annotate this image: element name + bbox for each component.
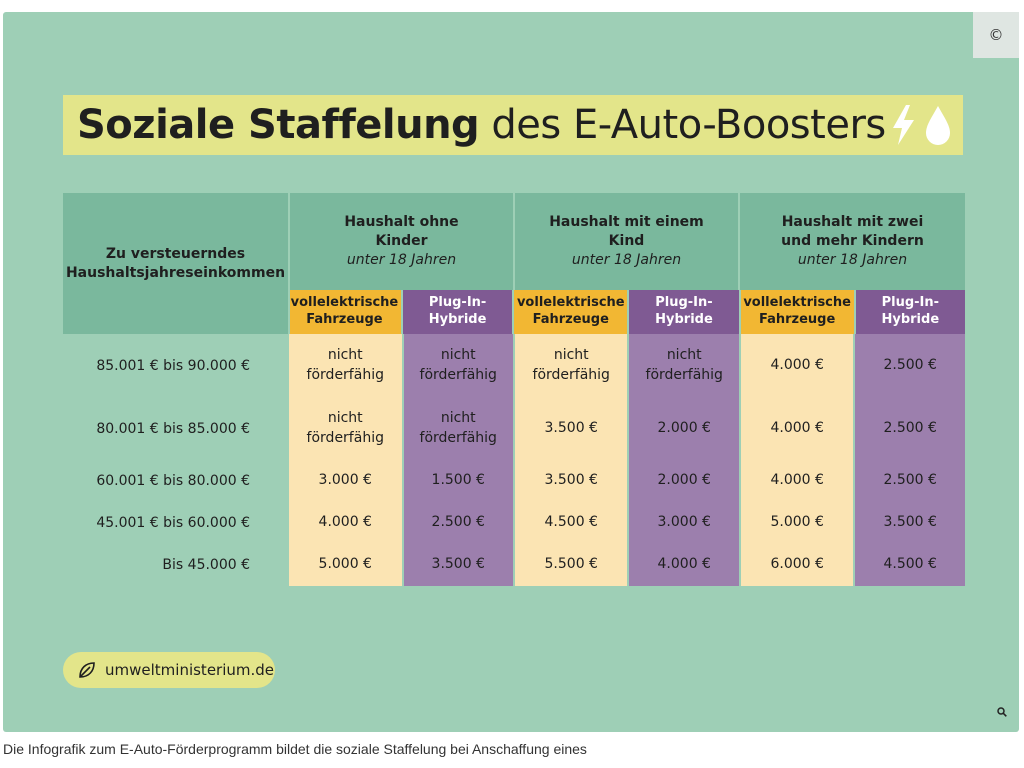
income-range: 85.001 € bis 90.000 € [96,357,251,374]
table-header-row: Zu versteuerndes Haushaltsjahreseinkomme… [63,193,965,334]
electric-funding-cell: 3.500 € [515,460,628,502]
hybrid-funding-cell: 3.000 € [629,502,739,544]
subheader-hybrid: Plug-In-Hybride [402,290,513,334]
hybrid-funding-cell: 2.500 € [855,397,965,460]
electric-funding-cell: 6.000 € [740,544,854,586]
hybrid-funding-cell: 3.500 € [403,544,513,586]
income-header: Zu versteuerndes Haushaltsjahreseinkomme… [63,193,290,334]
lightning-icon [893,105,914,145]
title-icons [889,103,953,147]
group-header-3: Haushalt mit zwei und mehr Kindern unter … [740,193,965,290]
income-range: Bis 45.000 € [162,557,251,573]
subheader-hybrid: Plug-In-Hybride [855,290,965,334]
funding-table: Zu versteuerndes Haushaltsjahreseinkomme… [63,193,965,586]
subheader-hybrid: Plug-In-Hybride [629,290,739,334]
hybrid-funding-cell: 4.500 € [855,544,965,586]
hybrid-funding-cell: nicht förderfähig [403,334,513,397]
hybrid-funding-cell: nicht förderfähig [403,397,513,460]
website-link[interactable]: umweltministerium.de [63,652,275,688]
electric-funding-cell: 4.000 € [289,502,402,544]
group-header-title: Haushalt mit zwei und mehr Kindern [781,214,924,250]
subheader-electric: vollelektrische Fahrzeuge [514,290,628,334]
hybrid-funding-cell: 4.000 € [629,544,739,586]
table-row: Bis 45.000 € 5.000 €3.500 €5.500 €4.000 €… [63,544,965,586]
hybrid-funding-cell: 2.500 € [855,460,965,502]
group-header-2: Haushalt mit einem Kind unter 18 Jahren [515,193,740,290]
electric-funding-cell: nicht förderfähig [515,334,628,397]
hybrid-funding-cell: 1.500 € [403,460,513,502]
electric-funding-cell: nicht förderfähig [289,397,402,460]
group-header-age: unter 18 Jahren [797,251,908,268]
electric-funding-cell: 5.000 € [289,544,402,586]
hybrid-funding-cell: nicht förderfähig [629,334,739,397]
table-row: 85.001 € bis 90.000 € nicht förderfähig ni… [63,334,965,397]
hybrid-funding-cell: 2.000 € [629,397,739,460]
website-link-label: umweltministerium.de [105,661,275,679]
electric-funding-cell: 4.000 € [740,460,854,502]
leaf-icon [79,662,95,678]
subheader-electric: vollelektrische Fahrzeuge [287,290,401,334]
electric-funding-cell: 4.000 € [740,397,854,460]
title-rest: des E-Auto-Boosters [479,102,886,148]
group-header-title: Haushalt mit einem Kind [549,214,704,250]
hybrid-funding-cell: 2.500 € [855,334,965,397]
hybrid-funding-cell: 3.500 € [855,502,965,544]
hybrid-funding-cell: 2.500 € [403,502,513,544]
image-caption: Die Infografik zum E-Auto-Förderprogramm… [3,741,587,757]
table-row: 45.001 € bis 60.000 € 4.000 €2.500 €4.500… [63,502,965,544]
table-row: 80.001 € bis 85.000 € nicht förderfähig ni… [63,397,965,460]
page-title: Soziale Staffelung des E-Auto-Boosters [77,102,886,148]
electric-funding-cell: 5.000 € [740,502,854,544]
group-header-title: Haushalt ohne Kinder [344,214,459,250]
table-subheader-row: vollelektrische Fahrzeuge Plug-In-Hybride… [63,290,965,334]
subheader-electric: vollelektrische Fahrzeuge [740,290,854,334]
electric-funding-cell: 3.000 € [289,460,402,502]
drop-icon [926,106,950,145]
electric-funding-cell: 5.500 € [515,544,628,586]
title-banner: Soziale Staffelung des E-Auto-Boosters [63,95,963,155]
electric-funding-cell: 3.500 € [515,397,628,460]
infographic-card: © Soziale Staffelung des E-Auto-Boosters… [3,12,1019,732]
table-row: 60.001 € bis 80.000 € 3.000 €1.500 €3.500… [63,460,965,502]
copyright-badge[interactable]: © [973,12,1019,58]
group-header-age: unter 18 Jahren [346,251,457,268]
income-range: 45.001 € bis 60.000 € [96,515,251,531]
income-range: 60.001 € bis 80.000 € [96,473,251,489]
zoom-icon[interactable] [997,707,1007,720]
group-header-1: Haushalt ohne Kinder unter 18 Jahren [290,193,515,290]
group-header-age: unter 18 Jahren [571,251,682,268]
electric-funding-cell: 4.500 € [515,502,628,544]
electric-funding-cell: 4.000 € [740,334,854,397]
electric-funding-cell: nicht förderfähig [289,334,402,397]
title-bold: Soziale Staffelung [77,102,480,148]
hybrid-funding-cell: 2.000 € [629,460,739,502]
income-range: 80.001 € bis 85.000 € [96,420,251,437]
